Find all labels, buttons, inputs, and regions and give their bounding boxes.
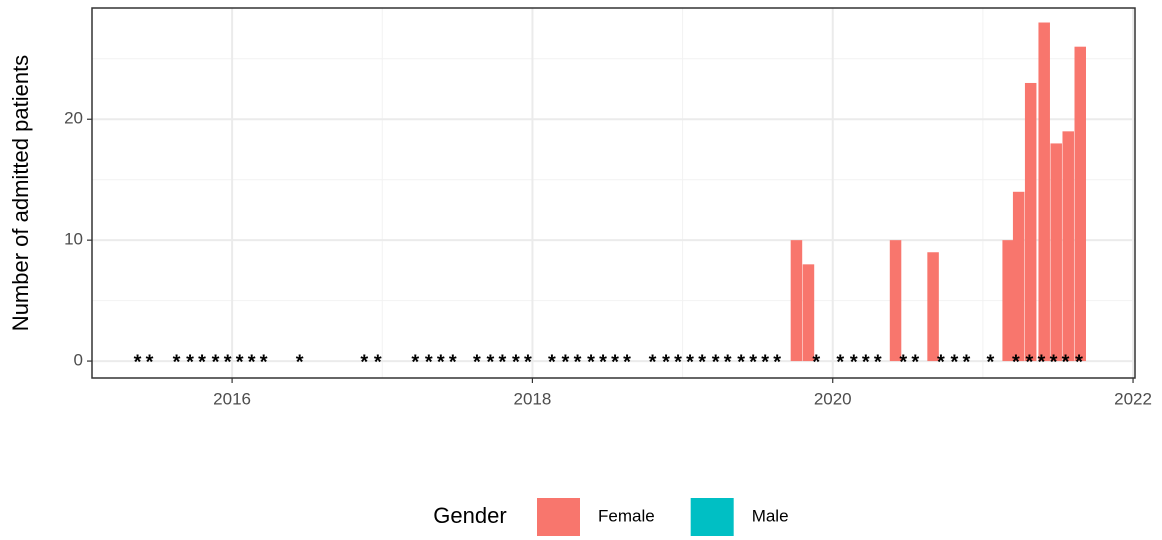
legend-label: Female <box>598 506 655 525</box>
bar <box>927 252 939 362</box>
suppressed-marker: * <box>186 351 194 373</box>
suppressed-marker: * <box>574 351 582 373</box>
bar <box>1074 46 1086 362</box>
suppressed-marker: * <box>498 351 506 373</box>
suppressed-marker: * <box>611 351 619 373</box>
suppressed-marker: * <box>862 351 870 373</box>
suppressed-marker: * <box>449 351 457 373</box>
bar <box>1038 22 1050 362</box>
x-tick-label: 2022 <box>1114 389 1152 408</box>
suppressed-marker: * <box>737 351 745 373</box>
suppressed-marker: * <box>374 351 382 373</box>
bar <box>802 264 815 362</box>
suppressed-marker: * <box>212 351 220 373</box>
suppressed-marker: * <box>296 351 304 373</box>
suppressed-marker: * <box>260 351 268 373</box>
legend-swatch <box>537 498 580 536</box>
suppressed-marker: * <box>724 351 732 373</box>
suppressed-marker: * <box>562 351 570 373</box>
y-tick-label: 0 <box>74 351 83 370</box>
bar <box>889 240 902 362</box>
suppressed-marker: * <box>850 351 858 373</box>
suppressed-marker: * <box>524 351 532 373</box>
suppressed-marker: * <box>911 351 919 373</box>
suppressed-marker: * <box>899 351 907 373</box>
suppressed-marker: * <box>248 351 256 373</box>
suppressed-marker: * <box>950 351 958 373</box>
suppressed-marker: * <box>623 351 631 373</box>
y-tick-label: 10 <box>64 230 83 249</box>
suppressed-marker: * <box>749 351 757 373</box>
bar <box>790 240 803 362</box>
suppressed-marker: * <box>937 351 945 373</box>
x-tick-label: 2018 <box>514 389 552 408</box>
suppressed-marker: * <box>698 351 706 373</box>
suppressed-marker: * <box>1026 351 1034 373</box>
suppressed-marker: * <box>425 351 433 373</box>
suppressed-marker: * <box>712 351 720 373</box>
suppressed-marker: * <box>173 351 181 373</box>
suppressed-marker: * <box>146 351 154 373</box>
suppressed-marker: * <box>662 351 670 373</box>
suppressed-marker: * <box>599 351 607 373</box>
suppressed-marker: * <box>1062 351 1070 373</box>
suppressed-marker: * <box>548 351 556 373</box>
suppressed-marker: * <box>486 351 494 373</box>
suppressed-marker: * <box>473 351 481 373</box>
bar <box>1024 82 1037 362</box>
legend-swatch <box>690 498 734 536</box>
suppressed-marker: * <box>1012 351 1020 373</box>
suppressed-marker: * <box>224 351 232 373</box>
y-axis-label: Number of admitted patients <box>8 55 33 331</box>
suppressed-marker: * <box>134 351 142 373</box>
suppressed-marker: * <box>587 351 595 373</box>
bar <box>1002 240 1014 362</box>
suppressed-marker: * <box>962 351 970 373</box>
bar <box>1062 131 1074 362</box>
suppressed-marker: * <box>674 351 682 373</box>
suppressed-marker: * <box>512 351 520 373</box>
suppressed-marker: * <box>812 351 820 373</box>
suppressed-marker: * <box>836 351 844 373</box>
suppressed-marker: * <box>761 351 769 373</box>
x-tick-label: 2016 <box>213 389 251 408</box>
suppressed-marker: * <box>360 351 368 373</box>
bar <box>1012 191 1025 362</box>
bar <box>1050 143 1062 362</box>
legend-label: Male <box>752 506 789 525</box>
legend-title: Gender <box>433 503 506 528</box>
suppressed-marker: * <box>649 351 657 373</box>
suppressed-marker: * <box>874 351 882 373</box>
suppressed-marker: * <box>686 351 694 373</box>
suppressed-marker: * <box>986 351 994 373</box>
suppressed-marker: * <box>1038 351 1046 373</box>
suppressed-marker: * <box>1075 351 1083 373</box>
suppressed-marker: * <box>236 351 244 373</box>
x-tick-label: 2020 <box>814 389 852 408</box>
suppressed-marker: * <box>411 351 419 373</box>
y-tick-label: 20 <box>64 109 83 128</box>
suppressed-marker: * <box>773 351 781 373</box>
suppressed-marker: * <box>1050 351 1058 373</box>
suppressed-marker: * <box>437 351 445 373</box>
plot-border <box>91 7 1136 379</box>
suppressed-marker: * <box>198 351 206 373</box>
